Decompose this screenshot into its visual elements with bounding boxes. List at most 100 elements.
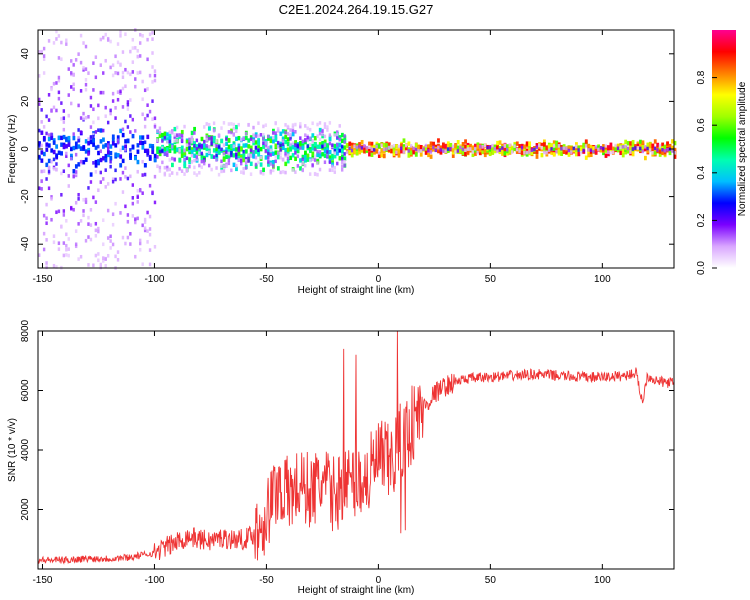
heatmap-cell	[97, 103, 100, 108]
heatmap-cell	[134, 220, 137, 225]
heatmap-cell	[57, 96, 61, 101]
heatmap-cell	[486, 145, 489, 150]
heatmap-cell	[72, 207, 75, 212]
heatmap-cell	[126, 235, 130, 240]
heatmap-cell	[193, 143, 196, 148]
heatmap-cell	[138, 247, 142, 252]
heatmap-cell	[195, 157, 199, 162]
heatmap-cell	[441, 144, 445, 149]
heatmap-cell	[89, 125, 93, 129]
heatmap-cell	[456, 140, 460, 145]
heatmap-cell	[639, 139, 642, 145]
heatmap-cell	[173, 135, 176, 139]
heatmap-cell	[254, 162, 258, 167]
heatmap-cell	[57, 90, 61, 95]
heatmap-cell	[387, 145, 391, 150]
heatmap-cell	[651, 147, 655, 152]
heatmap-cell	[340, 146, 344, 151]
heatmap-cell	[109, 156, 113, 161]
heatmap-cell	[461, 150, 465, 155]
heatmap-cell	[175, 147, 179, 152]
heatmap-cell	[190, 139, 194, 144]
heatmap-cell	[131, 60, 135, 64]
heatmap-cell	[215, 153, 218, 158]
heatmap-cell	[52, 149, 56, 155]
heatmap-cell	[97, 229, 100, 234]
heatmap-cell	[247, 159, 250, 163]
heatmap-cell	[148, 143, 152, 149]
heatmap-cell	[143, 172, 147, 177]
heatmap-cell	[42, 135, 46, 141]
heatmap-cell	[340, 154, 344, 159]
heatmap-cell	[269, 162, 272, 167]
heatmap-cell	[74, 144, 78, 150]
heatmap-cell	[163, 165, 167, 170]
heatmap-cell	[77, 136, 80, 140]
heatmap-cell	[129, 49, 132, 54]
heatmap-cell	[304, 158, 307, 163]
heatmap-cell	[313, 154, 317, 158]
heatmap-cell	[136, 54, 139, 59]
heatmap-cell	[417, 146, 421, 151]
heatmap-cell	[141, 112, 144, 117]
heatmap-cell	[454, 144, 458, 149]
heatmap-cell	[249, 137, 253, 141]
heatmap-cell	[397, 153, 401, 158]
heatmap-cell	[138, 188, 142, 193]
heatmap-cell	[385, 147, 388, 151]
heatmap-cell	[180, 138, 184, 143]
heatmap-cell	[82, 41, 85, 45]
heatmap-cell	[446, 144, 450, 150]
heatmap-cell	[94, 170, 98, 174]
heatmap-cell	[673, 154, 677, 159]
heatmap-cell	[533, 147, 536, 152]
heatmap-cell	[57, 135, 61, 140]
heatmap-cell	[262, 133, 265, 137]
heatmap-cell	[651, 143, 655, 148]
heatmap-cell	[60, 171, 63, 176]
heatmap-cell	[116, 42, 120, 46]
heatmap-cell	[185, 146, 189, 152]
heatmap-cell	[592, 149, 595, 154]
heatmap-cell	[560, 146, 563, 151]
heatmap-cell	[124, 241, 127, 246]
heatmap-cell	[646, 142, 650, 147]
heatmap-cell	[333, 170, 337, 174]
heatmap-cell	[146, 134, 150, 140]
heatmap-cell	[658, 144, 662, 148]
heatmap-cell	[565, 146, 568, 151]
snr-x-ticks: -150 -100 -50 0 50 100	[32, 331, 611, 586]
heatmap-cell	[217, 172, 221, 177]
heatmap-cell	[45, 265, 48, 270]
heatmap-cell	[348, 149, 352, 155]
heatmap-cell	[102, 144, 105, 149]
heatmap-cell	[121, 190, 125, 194]
heatmap-cell	[52, 167, 56, 171]
heatmap-cell	[272, 128, 275, 134]
heatmap-cell	[552, 144, 556, 148]
heatmap-cell	[409, 150, 413, 155]
heatmap-cell	[92, 263, 95, 268]
heatmap-cell	[318, 144, 322, 149]
heatmap-cell	[570, 150, 573, 154]
heatmap-cell	[239, 146, 243, 151]
heatmap-cell	[168, 158, 171, 162]
heatmap-cell	[397, 149, 401, 154]
heatmap-cell	[106, 38, 110, 42]
heatmap-cell	[158, 149, 162, 154]
heatmap-cell	[257, 145, 261, 150]
heatmap-cell	[193, 131, 196, 135]
heatmap-cell	[188, 146, 191, 150]
heatmap-cell	[126, 100, 130, 104]
heatmap-cell	[124, 139, 128, 144]
heatmap-cell	[528, 150, 531, 154]
heatmap-cell	[338, 156, 342, 161]
heatmap-cell	[432, 141, 435, 147]
heatmap-cell	[111, 222, 115, 227]
heatmap-cell	[365, 145, 369, 150]
heatmap-cell	[67, 184, 70, 188]
heatmap-cell	[109, 246, 112, 250]
heatmap-cell	[538, 143, 541, 148]
colorbar-tick-label: 0.8	[696, 70, 707, 84]
heatmap-cell	[249, 154, 253, 158]
